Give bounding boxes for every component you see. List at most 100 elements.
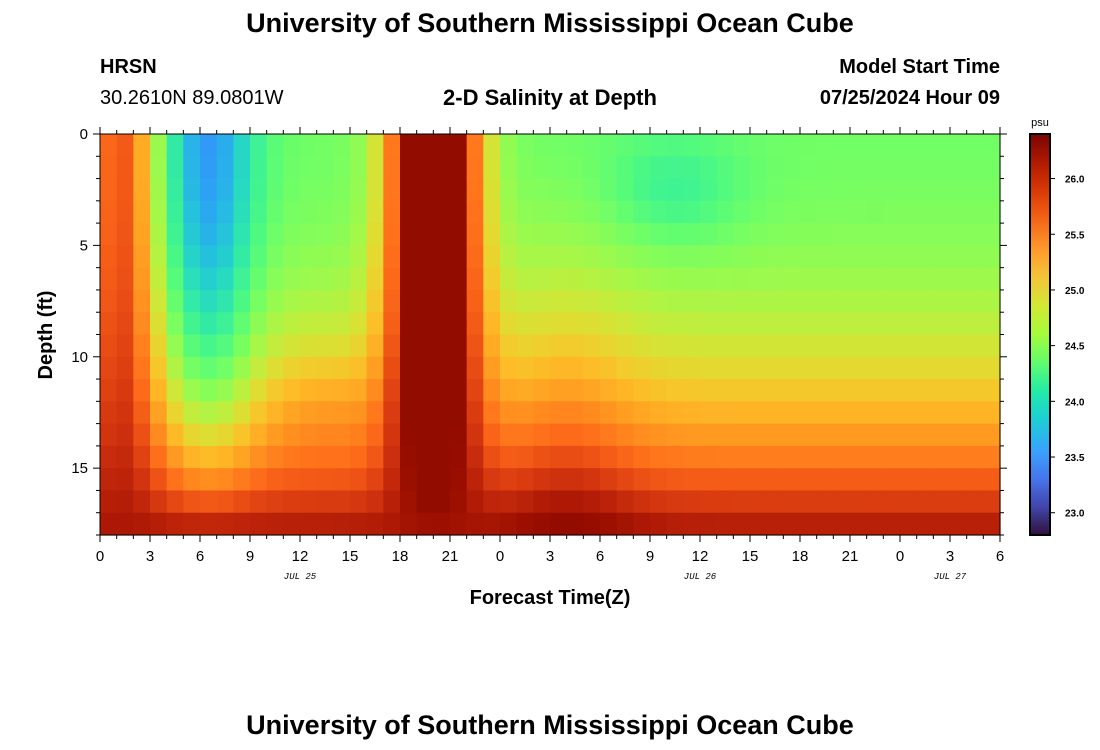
heatmap-cell [866, 423, 884, 447]
heatmap-cell [566, 156, 584, 180]
heatmap-cell [483, 423, 501, 447]
heatmap-cell [966, 334, 984, 358]
heatmap-cell [166, 401, 184, 425]
heatmap-cell [866, 134, 884, 157]
heatmap-cell [650, 267, 668, 291]
heatmap-cell [450, 178, 468, 202]
heatmap-cell [633, 267, 651, 291]
heatmap-cell [566, 200, 584, 224]
heatmap-cell [133, 267, 151, 291]
heatmap-cell [183, 512, 201, 536]
heatmap-cell [716, 490, 734, 514]
heatmap-cell [383, 334, 401, 358]
heatmap-cell [400, 134, 418, 157]
heatmap-cell [600, 512, 618, 536]
heatmap-cell [100, 289, 118, 313]
heatmap-cell [266, 490, 284, 514]
heatmap-cell [666, 379, 684, 402]
heatmap-cell [350, 178, 368, 202]
colorbar-tick-label: 24.5 [1065, 342, 1085, 353]
heatmap-cell [750, 423, 768, 447]
heatmap-cell [883, 312, 901, 336]
heatmap-cell [750, 200, 768, 224]
heatmap-cell [433, 401, 451, 425]
heatmap-cell [933, 156, 951, 180]
heatmap-cell [566, 445, 584, 469]
heatmap-cell [500, 468, 518, 492]
heatmap-cell [333, 312, 351, 336]
heatmap-cell [333, 468, 351, 492]
heatmap-cell [166, 334, 184, 358]
heatmap-cell [500, 200, 518, 224]
heatmap-cell [116, 134, 134, 157]
heatmap-cell [950, 200, 968, 224]
heatmap-cell [566, 223, 584, 246]
heatmap-cell [766, 468, 784, 492]
heatmap-cell [983, 223, 1001, 246]
heatmap-cell [500, 401, 518, 425]
heatmap-cell [516, 512, 534, 536]
heatmap-cell [833, 445, 851, 469]
heatmap-cell [233, 512, 251, 536]
heatmap-cell [716, 178, 734, 202]
heatmap-cell [600, 245, 618, 269]
heatmap-cell [900, 267, 918, 291]
heatmap-cell [250, 379, 268, 402]
heatmap-cell [933, 178, 951, 202]
heatmap-cell [166, 156, 184, 180]
heatmap-cell [183, 445, 201, 469]
heatmap-cell [733, 401, 751, 425]
heatmap-cell [100, 178, 118, 202]
heatmap-cell [733, 423, 751, 447]
heatmap-cell [716, 512, 734, 536]
heatmap-cell [716, 312, 734, 336]
y-tick-label: 0 [80, 126, 88, 143]
heatmap-cell [200, 134, 218, 157]
heatmap-cell [516, 401, 534, 425]
colorbar-tick-label: 23.5 [1065, 453, 1085, 464]
heatmap-cell [783, 134, 801, 157]
heatmap-cell [616, 512, 634, 536]
heatmap-cell [633, 312, 651, 336]
heatmap-cell [550, 356, 568, 380]
x-tick-label: 0 [896, 548, 904, 565]
heatmap-cell [516, 334, 534, 358]
x-tick-label: 3 [146, 548, 154, 565]
heatmap-cell [466, 468, 484, 492]
heatmap-cell [233, 490, 251, 514]
heatmap-cell [966, 379, 984, 402]
heatmap-cell [700, 445, 718, 469]
heatmap-cell [150, 178, 168, 202]
heatmap-cell [166, 178, 184, 202]
heatmap-cell [666, 490, 684, 514]
heatmap-cell [166, 289, 184, 313]
heatmap-cell [250, 245, 268, 269]
heatmap-cell [400, 423, 418, 447]
heatmap-cell [816, 245, 834, 269]
heatmap-cell [483, 156, 501, 180]
heatmap-cell [250, 267, 268, 291]
heatmap-cell [466, 178, 484, 202]
heatmap-cell [933, 289, 951, 313]
heatmap-cell [500, 379, 518, 402]
heatmap-cell [666, 356, 684, 380]
heatmap-cell [466, 134, 484, 157]
heatmap-cell [516, 134, 534, 157]
heatmap-cell [233, 445, 251, 469]
heatmap-cell [766, 245, 784, 269]
heatmap-cell [700, 245, 718, 269]
heatmap-cell [633, 289, 651, 313]
heatmap-cell [950, 289, 968, 313]
heatmap-cell [916, 200, 934, 224]
colorbar-tick-label: 25.5 [1065, 230, 1085, 241]
heatmap-cell [683, 178, 701, 202]
heatmap-cell [166, 512, 184, 536]
heatmap-cell [716, 445, 734, 469]
heatmap-cell [516, 200, 534, 224]
heatmap-cell [516, 312, 534, 336]
heatmap-cell [966, 223, 984, 246]
heatmap-cell [716, 289, 734, 313]
heatmap-cell [816, 267, 834, 291]
heatmap-cell [616, 200, 634, 224]
heatmap-cell [333, 379, 351, 402]
